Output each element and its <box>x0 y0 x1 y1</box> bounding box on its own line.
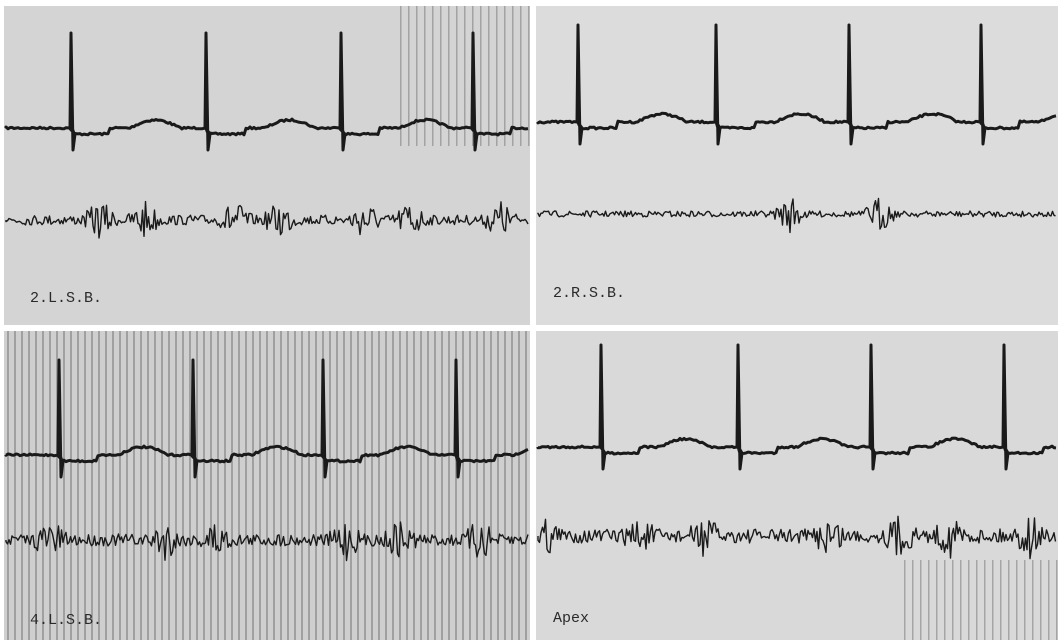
panel-label: 2.R.S.B. <box>553 285 625 302</box>
panel-label: 2.L.S.B. <box>30 290 102 307</box>
panel-label: 4.L.S.B. <box>30 612 102 629</box>
figure: 2.L.S.B. 2.R.S.B. 4.L.S.B. Apex <box>0 0 1063 644</box>
grating <box>400 6 530 146</box>
grating <box>4 331 530 640</box>
page: 2.L.S.B. 2.R.S.B. 4.L.S.B. Apex (() => {… <box>0 0 1063 644</box>
panel-label: Apex <box>553 610 589 627</box>
grating <box>900 560 1058 640</box>
